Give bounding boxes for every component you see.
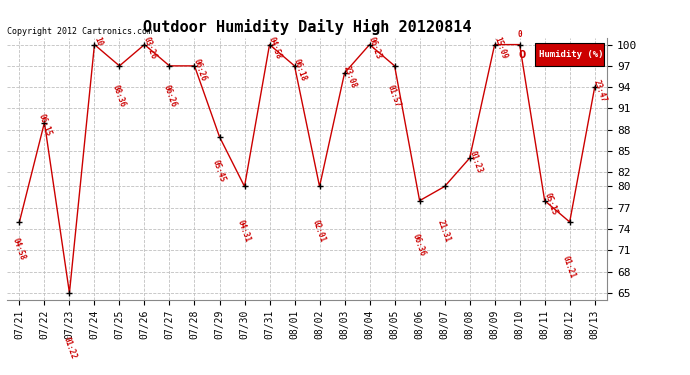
Text: 01:22: 01:22 (62, 336, 78, 361)
Text: 06:15: 06:15 (37, 112, 53, 137)
Text: 23:08: 23:08 (342, 64, 358, 89)
Text: Humidity (%): Humidity (%) (540, 50, 604, 59)
Text: 06:26: 06:26 (192, 57, 208, 82)
Text: 0: 0 (519, 50, 526, 60)
Text: 01:57: 01:57 (386, 84, 402, 109)
Text: 04:58: 04:58 (10, 237, 27, 261)
Text: 06:26: 06:26 (162, 84, 178, 109)
Text: 06:23: 06:23 (367, 36, 384, 61)
FancyBboxPatch shape (535, 43, 604, 66)
Text: 05:45: 05:45 (210, 159, 227, 183)
Text: 0: 0 (518, 30, 522, 39)
Text: 03:26: 03:26 (142, 36, 158, 61)
Text: 01:21: 01:21 (561, 254, 578, 279)
Title: Outdoor Humidity Daily High 20120814: Outdoor Humidity Daily High 20120814 (143, 19, 471, 35)
Text: 06:18: 06:18 (292, 57, 308, 82)
Text: 04:31: 04:31 (236, 219, 252, 244)
Text: Copyright 2012 Cartronics.com: Copyright 2012 Cartronics.com (7, 27, 152, 36)
Text: 02:01: 02:01 (310, 219, 327, 244)
Text: 08:36: 08:36 (110, 84, 127, 109)
Text: 01:23: 01:23 (467, 149, 484, 174)
Text: 10: 10 (92, 36, 104, 48)
Text: 06:36: 06:36 (411, 233, 427, 258)
Text: 15:09: 15:09 (492, 36, 509, 61)
Text: 05:15: 05:15 (542, 192, 558, 217)
Text: 23:47: 23:47 (592, 78, 609, 103)
Text: 21:31: 21:31 (436, 219, 452, 244)
Text: 04:58: 04:58 (267, 36, 284, 61)
